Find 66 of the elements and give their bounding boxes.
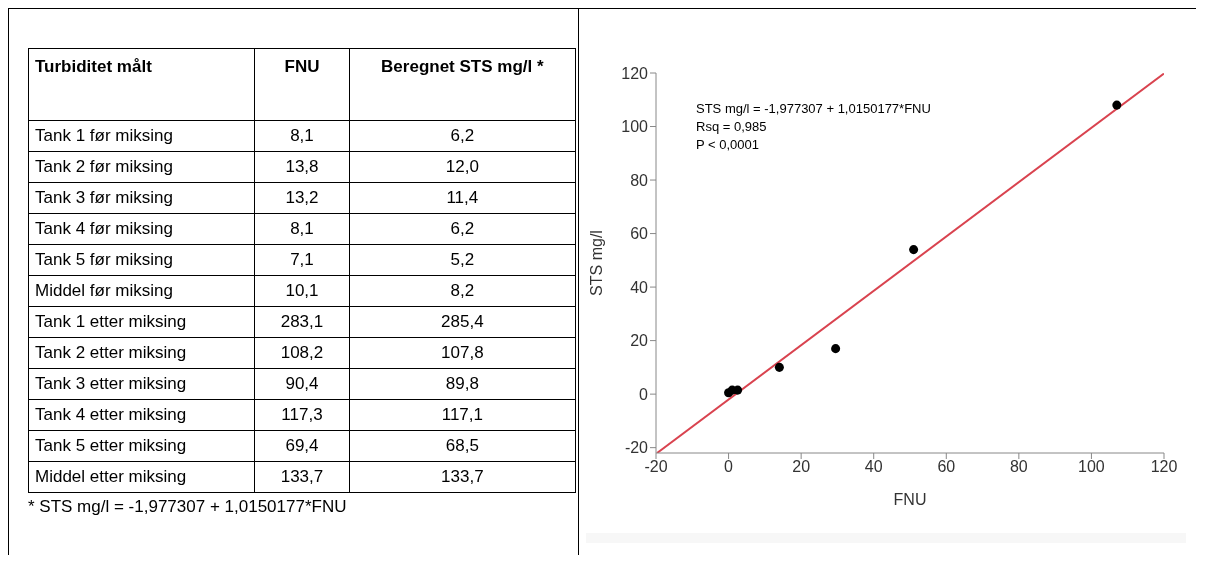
y-axis-title: STS mg/l: [587, 230, 605, 296]
text: 68,5: [349, 430, 576, 462]
text: Tank 1 etter miksing: [28, 306, 255, 338]
text: 8,2: [349, 275, 576, 307]
y-tick-label: 40: [630, 278, 649, 296]
y-tick-label: 60: [630, 225, 649, 243]
text: Tank 2 før miksing: [28, 151, 255, 183]
y-tick-label: 20: [630, 332, 649, 350]
text: 69,4: [254, 430, 350, 462]
text: 133,7: [349, 461, 576, 493]
x-tick-label: 80: [1009, 458, 1028, 476]
text: 133,7: [254, 461, 350, 493]
text: 107,8: [349, 337, 576, 369]
y-tick-label: 80: [630, 171, 649, 189]
annotation: STS mg/l = -1,977307 + 1,0150177*FNU: [696, 101, 931, 116]
text: 108,2: [254, 337, 350, 369]
text: Tank 3 etter miksing: [28, 368, 255, 400]
text: * STS mg/l = -1,977307 + 1,0150177*FNU: [28, 497, 348, 517]
text: 117,3: [254, 399, 350, 431]
x-tick-label: -20: [644, 458, 668, 476]
text: 117,1: [349, 399, 576, 431]
text: Middel etter miksing: [28, 461, 255, 493]
point: [1112, 100, 1122, 110]
text: Tank 3 før miksing: [28, 182, 255, 214]
y-tick-label: 0: [639, 385, 649, 403]
text: 11,4: [349, 182, 576, 214]
text: Middel før miksing: [28, 275, 255, 307]
text: 90,4: [254, 368, 350, 400]
text: Tank 4 etter miksing: [28, 399, 255, 431]
text: 283,1: [254, 306, 350, 338]
text: 13,2: [254, 182, 350, 214]
y-tick-label: 120: [621, 64, 649, 82]
x-tick-label: 100: [1078, 458, 1105, 476]
y-tick-label: 100: [621, 118, 649, 136]
x-tick-label: 120: [1150, 458, 1178, 476]
point: [909, 245, 919, 255]
text: Turbiditet målt: [28, 48, 255, 121]
text: 8,1: [254, 213, 350, 245]
text: 285,4: [349, 306, 576, 338]
point: [774, 362, 784, 372]
text: 89,8: [349, 368, 576, 400]
text: 7,1: [254, 244, 350, 276]
text: Tank 4 før miksing: [28, 213, 255, 245]
text: Tank 5 før miksing: [28, 244, 255, 276]
annotation: Rsq = 0,985: [696, 119, 767, 134]
text: 6,2: [349, 213, 576, 245]
x-axis-title: FNU: [893, 491, 927, 508]
text: FNU: [254, 48, 350, 121]
text: 6,2: [349, 120, 576, 152]
text: 8,1: [254, 120, 350, 152]
text: Tank 1 før miksing: [28, 120, 255, 152]
x-tick-label: 60: [937, 458, 956, 476]
text: Beregnet STS mg/l *: [349, 48, 576, 121]
text: Tank 2 etter miksing: [28, 337, 255, 369]
point: [733, 385, 743, 395]
text: 10,1: [254, 275, 350, 307]
text: 12,0: [349, 151, 576, 183]
text: 13,8: [254, 151, 350, 183]
point: [831, 344, 841, 354]
y-tick-label: -20: [624, 439, 649, 457]
text: Tank 5 etter miksing: [28, 430, 255, 462]
annotation: P < 0,0001: [696, 137, 760, 152]
x-tick-label: 0: [724, 458, 734, 476]
x-tick-label: 20: [792, 458, 811, 476]
x-tick-label: 40: [864, 458, 883, 476]
text: 5,2: [349, 244, 576, 276]
